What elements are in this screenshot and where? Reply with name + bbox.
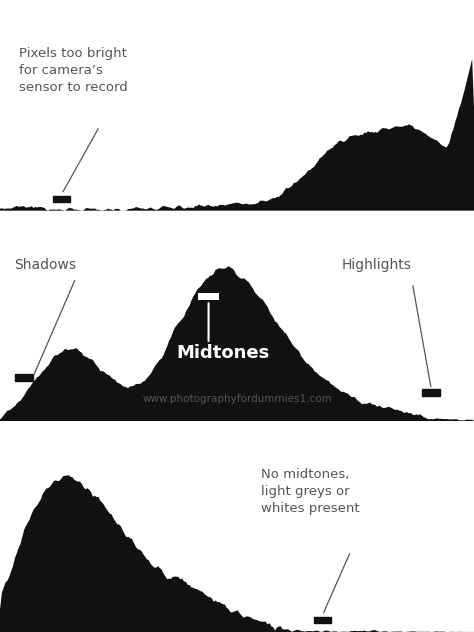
Text: AVERAGE HISTOGRAM: AVERAGE HISTOGRAM [108, 222, 366, 241]
Bar [314, 617, 331, 623]
Bar [422, 389, 440, 396]
Text: Midtones: Midtones [176, 344, 269, 362]
Text: OVEREXPOSED: OVEREXPOSED [150, 11, 324, 31]
Text: Shadows: Shadows [14, 258, 76, 272]
Bar [53, 196, 70, 202]
Text: UNDEREXPOSED: UNDEREXPOSED [141, 432, 333, 453]
Bar [198, 293, 219, 300]
Text: No midtones,
light greys or
whites present: No midtones, light greys or whites prese… [261, 468, 359, 515]
Text: www.photographyfordummies1.com: www.photographyfordummies1.com [142, 394, 332, 404]
Text: Highlights: Highlights [341, 258, 411, 272]
Bar [15, 374, 33, 380]
Text: Pixels too bright
for camera’s
sensor to record: Pixels too bright for camera’s sensor to… [19, 47, 128, 94]
